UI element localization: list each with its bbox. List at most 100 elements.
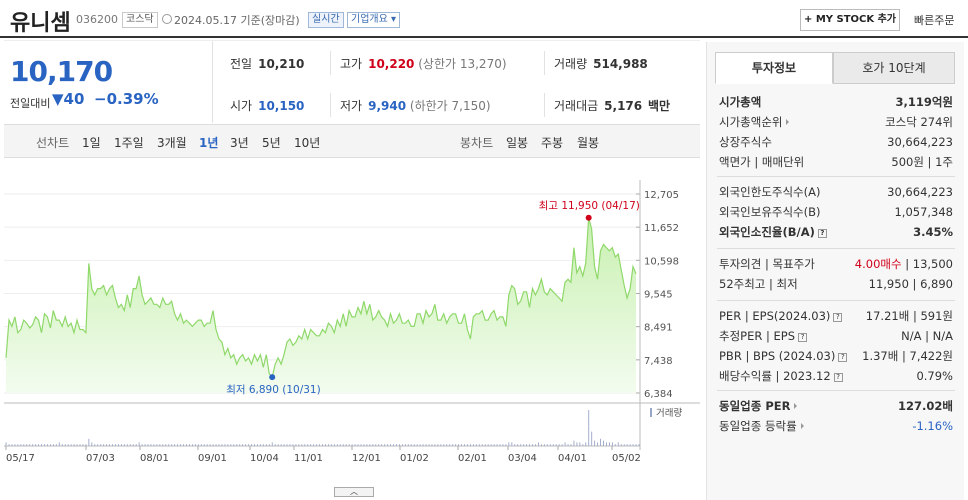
company-info-dropdown[interactable]: 기업개요 ▾ <box>347 12 400 28</box>
volume-bar <box>103 444 105 446</box>
tab-1w[interactable]: 1주일 <box>114 136 144 150</box>
volume-bar <box>378 444 380 446</box>
volume-bar <box>490 444 492 446</box>
volume-bar <box>387 444 389 446</box>
tab-1y[interactable]: 1년 <box>199 136 219 150</box>
volume-bar <box>206 444 208 446</box>
chevron-right-icon[interactable] <box>786 119 790 125</box>
info-value: 30,664,223 <box>887 135 953 149</box>
volume-bar <box>44 444 45 446</box>
tab-daily[interactable]: 일봉 <box>506 136 529 150</box>
tab-1d[interactable]: 1일 <box>82 136 101 150</box>
tab-3m[interactable]: 3개월 <box>157 136 187 150</box>
volume-bar <box>576 442 578 446</box>
price-summary: 10,170 전일대비 ▼40 −0.39% 전일 10,210 고가 10,220… <box>4 40 700 123</box>
tab-weekly[interactable]: 주봉 <box>541 136 564 150</box>
chevron-right-icon[interactable] <box>794 403 798 409</box>
volume-bar <box>475 444 477 446</box>
volume-bar <box>91 442 93 446</box>
stock-code: 036200 <box>76 13 118 26</box>
add-my-stock-button[interactable]: + MY STOCK 추가 <box>800 9 900 31</box>
info-value: 0.79% <box>916 369 953 383</box>
y-tick-label: 11,652 <box>644 223 679 234</box>
volume-bar <box>617 442 619 446</box>
x-tick-label: 07/03 <box>86 453 115 464</box>
min-label: 최저 6,890 (10/31) <box>226 384 321 396</box>
volume-bar <box>357 444 359 446</box>
help-icon[interactable]: ? <box>833 313 843 322</box>
volume: 거래량 514,988 <box>554 57 648 71</box>
tab-orderbook[interactable]: 호가 10단계 <box>833 52 955 84</box>
volume-bar <box>532 444 533 446</box>
current-price: 10,170 <box>10 55 113 88</box>
volume-bar <box>168 444 170 446</box>
volume-bar <box>171 444 173 446</box>
quick-order-link[interactable]: 빠른주문 <box>914 14 955 27</box>
volume-bar <box>115 444 116 446</box>
help-icon[interactable]: ? <box>817 229 827 238</box>
volume-bar <box>537 442 539 446</box>
tab-10y[interactable]: 10년 <box>294 136 321 150</box>
volume-bar <box>579 442 581 446</box>
volume-bar <box>233 444 235 446</box>
volume-bar <box>345 444 347 446</box>
chart-period-tabs: 선차트 1일 1주일 3개월 1년 3년 5년 10년 봉차트 일봉 주봉 월봉 <box>4 124 700 158</box>
volume-bar <box>277 444 279 446</box>
tab-investment-info[interactable]: 투자정보 <box>715 52 833 84</box>
volume-bar <box>614 444 616 446</box>
volume-bar <box>325 444 326 446</box>
volume-bar <box>313 444 315 446</box>
volume-bar <box>366 444 368 446</box>
volume-bar <box>242 444 244 446</box>
info-value: 127.02배 <box>898 399 953 413</box>
volume-bar <box>304 444 306 446</box>
volume-bar <box>410 444 412 446</box>
volume-bar <box>153 444 155 446</box>
volume-bar <box>239 444 241 446</box>
help-icon[interactable]: ? <box>798 333 808 342</box>
quote-date: 2024.05.17 기준(장마감) <box>174 14 300 27</box>
x-tick-label: 05/02 <box>612 453 641 464</box>
tab-monthly[interactable]: 월봉 <box>577 136 600 150</box>
info-row: 추정PER | EPS? N/A | N/A <box>719 326 953 346</box>
chevron-right-icon[interactable] <box>800 423 804 429</box>
info-row: 동일업종 등락률 -1.16% <box>719 416 953 436</box>
volume-bar <box>132 444 134 446</box>
volume-bar <box>407 444 409 446</box>
volume-bar <box>363 444 365 446</box>
volume-bar <box>316 444 318 446</box>
volume-bar <box>393 444 394 446</box>
x-tick-label: 10/04 <box>250 453 279 464</box>
volume-bar <box>144 444 146 446</box>
trade-amount: 거래대금 5,176 백만 <box>554 99 671 113</box>
realtime-tag[interactable]: 실시간 <box>308 12 344 28</box>
x-tick-label: 05/17 <box>6 453 35 464</box>
help-icon[interactable]: ? <box>838 353 848 362</box>
volume-bar <box>188 444 190 446</box>
tab-3y[interactable]: 3년 <box>230 136 249 150</box>
volume-bar <box>478 444 480 446</box>
volume-bar <box>467 444 468 446</box>
volume-bar <box>327 444 329 446</box>
volume-bar <box>455 444 457 446</box>
x-tick-label: 04/01 <box>558 453 587 464</box>
volume-bar <box>540 444 542 446</box>
volume-bar <box>437 444 439 446</box>
day-high: 고가 10,220 (상한가 13,270) <box>340 57 507 71</box>
volume-bar <box>289 444 291 446</box>
tab-5y[interactable]: 5년 <box>262 136 281 150</box>
help-icon[interactable]: ? <box>833 373 843 382</box>
volume-bar <box>162 444 164 446</box>
price-chart[interactable]: 12,705 11,652 10,598 9,545 8,491 7,438 6,384 최고… <box>4 160 700 494</box>
section-divider <box>717 300 955 301</box>
volume-bar <box>17 444 19 446</box>
info-row: 시가총액순위 코스닥 274위 <box>719 112 953 132</box>
x-tick-label: 12/01 <box>352 453 381 464</box>
x-tick-label: 01/02 <box>400 453 429 464</box>
y-tick-label: 7,438 <box>644 356 673 367</box>
volume-bar <box>546 444 548 446</box>
prev-close: 전일 10,210 <box>230 57 305 71</box>
volume-bar <box>11 444 13 446</box>
expand-chart-button[interactable]: ︿ <box>334 487 374 497</box>
volume-bar <box>582 444 584 446</box>
